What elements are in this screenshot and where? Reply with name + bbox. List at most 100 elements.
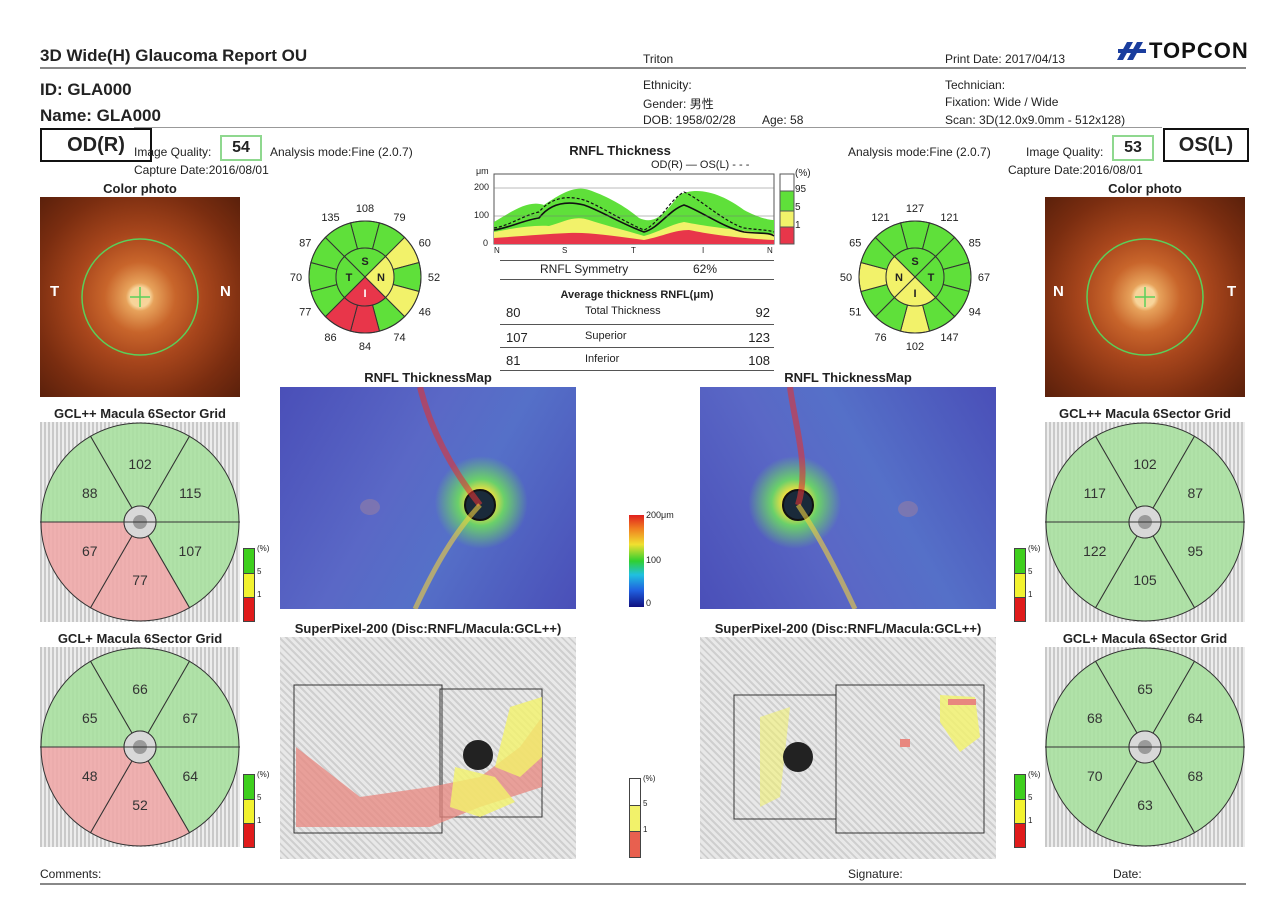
avg-row-label: Total Thickness bbox=[585, 305, 661, 317]
os-gclpp-title: GCL++ Macula 6Sector Grid bbox=[1059, 406, 1231, 421]
od-clock-chart: 108 79 60 52 46 74 84 86 77 70 87 135 S N I T bbox=[280, 197, 450, 357]
avg-table: 80 Total Thickness 92 107 Superior 123 8… bbox=[500, 302, 774, 371]
od-quadrant-sector bbox=[335, 255, 366, 299]
superpixel-pct-1: 1 bbox=[643, 825, 648, 834]
ethnicity: Ethnicity: bbox=[643, 78, 692, 92]
os-gclp-value: 65 bbox=[1137, 681, 1153, 697]
od-clock-value: 74 bbox=[393, 332, 405, 344]
od-gclp-value: 48 bbox=[82, 768, 98, 784]
od-gclp-title: GCL+ Macula 6Sector Grid bbox=[57, 631, 223, 646]
os-map-overlay bbox=[782, 386, 918, 611]
od-image-quality-label: Image Quality: bbox=[134, 145, 212, 159]
od-clock-value: 84 bbox=[359, 341, 371, 353]
os-clock-value: 147 bbox=[940, 332, 958, 344]
od-gclpp-value: 115 bbox=[179, 485, 202, 501]
brand-name: TOPCON bbox=[1149, 38, 1249, 63]
rnfl-x-tick-s: S bbox=[562, 246, 568, 255]
os-photo-left-label: N bbox=[1053, 283, 1064, 300]
od-analysis-mode: Analysis mode:Fine (2.0.7) bbox=[270, 145, 413, 159]
rnfl-x-tick-i: I bbox=[702, 246, 705, 255]
od-rnfl-thickness-map bbox=[280, 386, 576, 611]
signature-label: Signature: bbox=[848, 867, 903, 881]
date-label: Date: bbox=[1113, 867, 1142, 881]
os-gclpp-pct-legend bbox=[1014, 548, 1026, 622]
rnfl-pct-label: (%) bbox=[795, 168, 811, 179]
os-gclp-value: 68 bbox=[1087, 710, 1103, 726]
os-quadrant-label: T bbox=[928, 272, 935, 284]
avg-title: Average thickness RNFL(μm) bbox=[560, 289, 714, 301]
od-quadrant-label: S bbox=[361, 256, 368, 268]
od-gclpp-pct-1: 1 bbox=[257, 590, 262, 599]
od-clock-value: 77 bbox=[299, 307, 311, 319]
os-gclpp-value: 122 bbox=[1083, 543, 1107, 559]
od-gclp-pct-5: 5 bbox=[257, 793, 262, 802]
od-clock-value: 87 bbox=[299, 238, 311, 250]
os-gclp-grid: 65 64 68 63 70 68 bbox=[1045, 647, 1245, 847]
os-clock-value: 85 bbox=[969, 238, 981, 250]
avg-row-label: Superior bbox=[585, 330, 627, 342]
os-clock-value: 67 bbox=[978, 272, 990, 284]
os-gclp-value: 68 bbox=[1187, 768, 1203, 784]
os-gclpp-value: 87 bbox=[1187, 485, 1203, 501]
od-clock-value: 79 bbox=[393, 212, 405, 224]
symmetry-label: RNFL Symmetry bbox=[540, 262, 629, 276]
od-gclp-value: 65 bbox=[82, 710, 98, 726]
od-gclp-value: 66 bbox=[132, 681, 148, 697]
os-color-photo: N T bbox=[1045, 197, 1245, 397]
avg-row-inferior: 81 Inferior 108 bbox=[500, 348, 774, 371]
os-gclpp-value: 117 bbox=[1084, 485, 1107, 501]
od-gclpp-value: 88 bbox=[82, 485, 98, 501]
od-clock-value: 52 bbox=[428, 272, 440, 284]
os-gclp-title: GCL+ Macula 6Sector Grid bbox=[1062, 631, 1228, 646]
topcon-logo-icon bbox=[1117, 42, 1146, 60]
od-gclp-pct-legend bbox=[243, 774, 255, 848]
od-gclpp-pct-5: 5 bbox=[257, 567, 262, 576]
superpixel-pct-5: 5 bbox=[643, 799, 648, 808]
os-superpixel-map bbox=[700, 637, 996, 859]
od-image-quality-value: 54 bbox=[220, 135, 262, 161]
od-clock-value: 70 bbox=[290, 272, 302, 284]
os-gclp-value: 70 bbox=[1087, 768, 1103, 784]
os-photo-overlay bbox=[1086, 238, 1204, 356]
colorbar-bottom-label: 0 bbox=[646, 598, 652, 608]
od-gclp-value: 64 bbox=[182, 768, 198, 784]
os-photo-right-label: T bbox=[1227, 283, 1237, 300]
fixation: Fixation: Wide / Wide bbox=[945, 95, 1059, 109]
age: Age: 58 bbox=[762, 113, 804, 127]
rnfl-chart-legend: OD(R) — OS(L) - - - bbox=[651, 159, 750, 171]
os-quadrant-label: S bbox=[911, 256, 918, 268]
od-superpixel-title: SuperPixel-200 (Disc:RNFL/Macula:GCL++) bbox=[294, 621, 562, 636]
os-superpixel-overlay bbox=[733, 684, 985, 834]
od-photo-overlay bbox=[81, 238, 199, 356]
rnfl-pct-95: 95 bbox=[795, 184, 807, 195]
os-capture-date: Capture Date:2016/08/01 bbox=[1008, 163, 1143, 177]
od-gclpp-value: 102 bbox=[128, 456, 152, 472]
od-gclpp-grid: 102 115 107 77 67 88 bbox=[40, 422, 240, 622]
os-gclp-value: 63 bbox=[1137, 797, 1153, 813]
os-gclpp-value: 105 bbox=[1133, 572, 1157, 588]
os-clock-chart: 127 121 85 67 94 147 102 76 51 50 65 121 S T I N bbox=[830, 197, 1000, 357]
os-analysis-mode: Analysis mode:Fine (2.0.7) bbox=[848, 145, 991, 159]
avg-od-value: 80 bbox=[506, 305, 521, 320]
od-gclpp-value: 107 bbox=[179, 543, 203, 559]
rnfl-x-tick-n2: N bbox=[767, 246, 773, 255]
os-quadrant-label: I bbox=[913, 288, 916, 300]
os-rnfl-thickness-map bbox=[700, 386, 996, 611]
rnfl-x-tick-t: T bbox=[631, 246, 636, 255]
rnfl-y-unit: μm bbox=[476, 166, 489, 176]
od-quadrant-label: N bbox=[377, 272, 385, 284]
os-gclpp-svg: 102 87 95 105 122 117 bbox=[1045, 422, 1245, 622]
od-superpixel-map bbox=[280, 637, 576, 859]
rnfl-x-tick-n1: N bbox=[494, 246, 500, 255]
od-clock-value: 86 bbox=[324, 332, 336, 344]
od-photo-title: Color photo bbox=[103, 181, 177, 196]
od-capture-date: Capture Date:2016/08/01 bbox=[134, 163, 269, 177]
od-clock-value: 135 bbox=[321, 212, 339, 224]
os-clock-value: 51 bbox=[849, 307, 861, 319]
topcon-logo: TOPCON bbox=[1115, 38, 1249, 64]
avg-od-value: 107 bbox=[506, 330, 528, 345]
print-date: Print Date: 2017/04/13 bbox=[945, 52, 1066, 66]
od-gclpp-value: 77 bbox=[132, 572, 148, 588]
os-image-quality-label: Image Quality: bbox=[1026, 145, 1104, 159]
patient-name: Name: GLA000 bbox=[40, 106, 161, 125]
